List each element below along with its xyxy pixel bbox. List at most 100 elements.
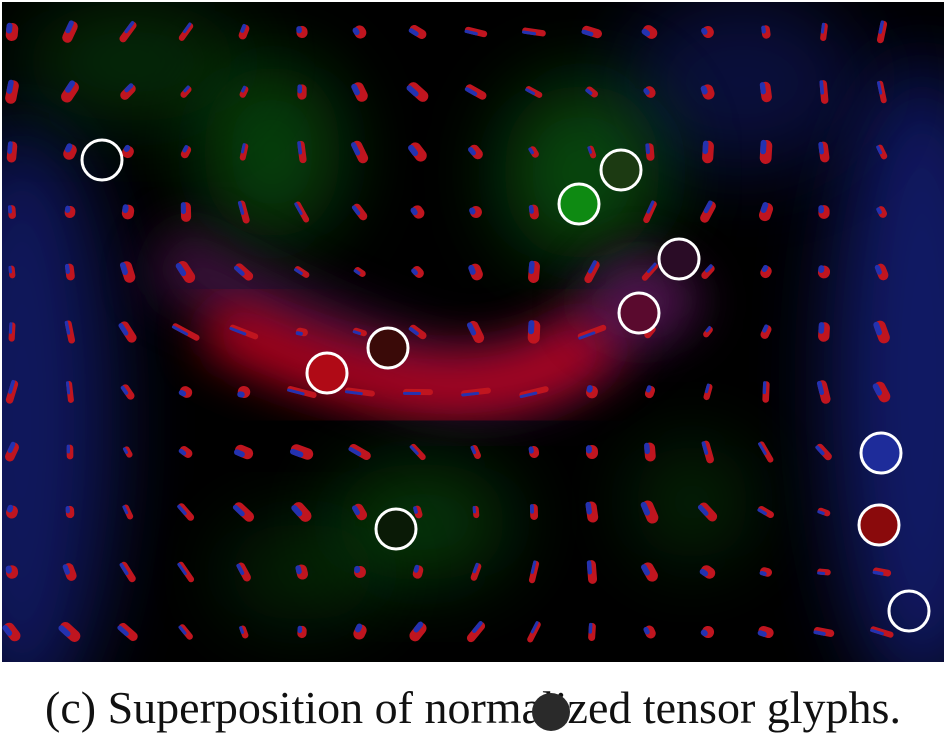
tensor-glyph bbox=[469, 205, 482, 219]
tensor-glyph bbox=[584, 260, 600, 284]
tensor-glyph bbox=[519, 386, 549, 399]
tensor-glyph bbox=[121, 204, 135, 220]
tensor-glyph bbox=[528, 560, 540, 584]
tensor-glyph bbox=[408, 142, 427, 162]
tensor-glyph bbox=[6, 141, 18, 163]
tensor-glyph bbox=[816, 380, 831, 404]
tensor-glyph bbox=[178, 386, 193, 398]
tensor-glyph bbox=[872, 381, 891, 403]
tensor-glyph bbox=[402, 388, 433, 396]
tensor-glyph bbox=[238, 23, 250, 40]
tensor-glyph bbox=[352, 503, 368, 521]
tensor-glyph bbox=[232, 502, 255, 522]
tensor-glyph bbox=[296, 25, 308, 39]
tensor-glyph bbox=[6, 504, 18, 519]
tensor-glyph bbox=[643, 625, 656, 639]
tensor-glyph bbox=[351, 203, 368, 221]
tensor-glyph bbox=[237, 385, 251, 399]
tensor-glyph bbox=[178, 446, 193, 458]
tensor-glyph bbox=[586, 385, 598, 399]
tensor-glyph bbox=[411, 266, 424, 278]
tensor-glyph bbox=[62, 20, 78, 43]
tensor-glyph bbox=[351, 82, 368, 102]
tensor-glyph bbox=[528, 146, 539, 158]
tensor-glyph bbox=[118, 321, 137, 343]
tensor-glyph bbox=[295, 327, 308, 337]
tensor-glyph bbox=[120, 83, 136, 100]
tensor-glyph bbox=[344, 387, 375, 397]
tensor-glyph bbox=[528, 446, 540, 458]
tensor-glyph bbox=[877, 80, 887, 104]
tensor-glyph bbox=[177, 503, 195, 521]
tensor-glyph bbox=[703, 326, 713, 338]
tensor-glyph bbox=[5, 379, 19, 404]
marker-circle bbox=[305, 351, 349, 395]
tensor-glyph bbox=[643, 200, 657, 224]
tensor-glyph bbox=[239, 85, 249, 98]
tensor-glyph bbox=[287, 386, 317, 398]
tensor-glyph bbox=[408, 25, 427, 39]
glyph-field-canvas bbox=[2, 2, 944, 662]
tensor-glyph bbox=[577, 324, 607, 340]
tensor-glyph bbox=[62, 563, 77, 581]
tensor-glyph bbox=[350, 140, 369, 164]
tensor-glyph bbox=[644, 442, 656, 462]
marker-circle bbox=[887, 589, 931, 633]
tensor-glyph bbox=[641, 25, 658, 39]
tensor-glyph bbox=[700, 625, 715, 639]
tensor-glyph bbox=[353, 623, 367, 640]
tensor-glyph bbox=[409, 443, 426, 461]
tensor-glyph bbox=[528, 204, 539, 220]
tensor-glyph bbox=[761, 25, 771, 39]
tensor-glyph bbox=[701, 264, 715, 279]
tensor-glyph bbox=[64, 205, 76, 219]
tensor-glyph bbox=[529, 504, 538, 520]
tensor-glyph bbox=[58, 622, 81, 642]
tensor-glyph bbox=[410, 205, 425, 219]
tensor-glyph bbox=[289, 444, 314, 460]
tensor-glyph bbox=[65, 381, 74, 403]
tensor-glyph bbox=[297, 625, 307, 639]
tensor-glyph bbox=[818, 322, 830, 342]
tensor-glyph bbox=[119, 261, 136, 283]
tensor-glyph bbox=[587, 145, 597, 159]
tensor-glyph bbox=[588, 622, 596, 641]
tensor-glyph bbox=[291, 502, 312, 522]
tensor-glyph bbox=[412, 564, 424, 579]
tensor-glyph bbox=[464, 84, 487, 100]
tensor-glyph bbox=[703, 383, 713, 401]
tensor-glyph bbox=[701, 25, 714, 39]
tensor-glyph bbox=[758, 202, 774, 222]
tensor-glyph bbox=[702, 140, 714, 164]
tensor-glyph bbox=[466, 620, 486, 643]
tensor-glyph bbox=[874, 263, 889, 281]
tensor-glyph bbox=[239, 625, 249, 639]
tensor-glyph bbox=[527, 621, 541, 643]
marker-circle bbox=[617, 291, 661, 335]
tensor-glyph bbox=[757, 625, 774, 639]
tensor-glyph-grid bbox=[2, 20, 894, 643]
tensor-glyph bbox=[645, 143, 655, 161]
marker-circle bbox=[557, 182, 601, 226]
tensor-glyph bbox=[229, 324, 259, 340]
marker-circle bbox=[80, 138, 124, 182]
tensor-glyph bbox=[119, 20, 137, 43]
tensor-glyph bbox=[759, 567, 772, 577]
tensor-glyph bbox=[876, 20, 888, 44]
tensor-glyph bbox=[470, 562, 482, 581]
tensor-glyph bbox=[581, 25, 602, 39]
tensor-glyph bbox=[178, 624, 193, 640]
tensor-glyph bbox=[5, 441, 19, 462]
marker-circle bbox=[657, 237, 701, 281]
tensor-glyph bbox=[122, 504, 134, 520]
tensor-glyph bbox=[762, 381, 770, 403]
tensor-glyph bbox=[586, 560, 598, 584]
tensor-glyph bbox=[701, 440, 714, 464]
tensor-glyph bbox=[697, 502, 718, 522]
marker-circle bbox=[859, 431, 903, 475]
tensor-glyph bbox=[120, 384, 135, 400]
tensor-glyph bbox=[461, 387, 491, 397]
tensor-glyph bbox=[409, 621, 427, 642]
tensor-glyph bbox=[815, 443, 832, 461]
tensor-glyph bbox=[297, 140, 307, 164]
